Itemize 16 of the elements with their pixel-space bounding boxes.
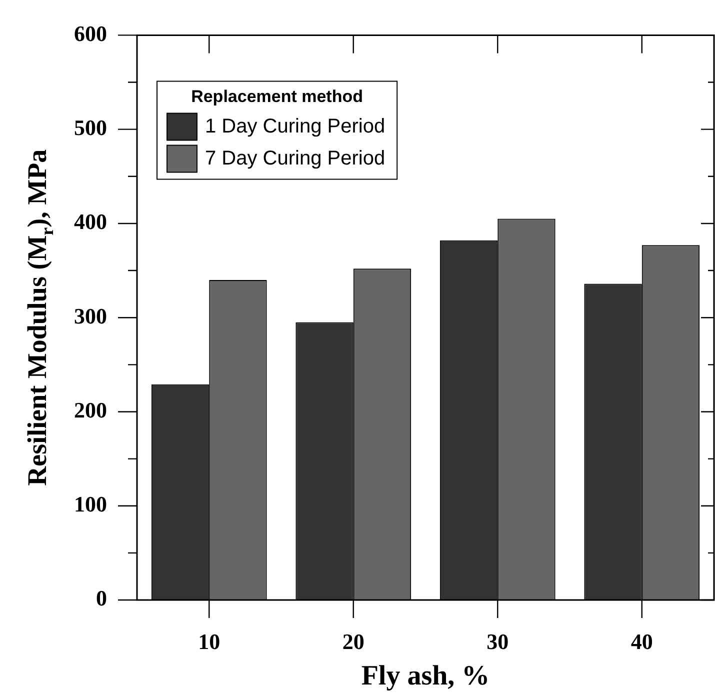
legend-title: Replacement method [191, 86, 364, 106]
y-tick-label: 500 [74, 115, 107, 140]
x-tick-label: 10 [198, 628, 220, 654]
y-tick-label: 0 [96, 586, 107, 611]
legend-label: 7 Day Curing Period [205, 148, 386, 170]
x-tick-label: 30 [486, 628, 509, 654]
y-tick-label: 100 [74, 492, 107, 517]
x-axis-title: Fly ash, % [361, 660, 490, 692]
y-tick-label: 600 [74, 20, 107, 46]
legend-label: 1 Day Curing Period [205, 116, 386, 138]
x-tick-label: 20 [342, 628, 364, 654]
x-tick-label: 40 [630, 628, 653, 654]
y-tick-label: 300 [74, 303, 107, 328]
y-tick-label: 200 [74, 397, 107, 422]
y-axis-title: Resilient Modulus (Mr), MPa [22, 148, 57, 486]
y-tick-label: 400 [74, 209, 107, 234]
